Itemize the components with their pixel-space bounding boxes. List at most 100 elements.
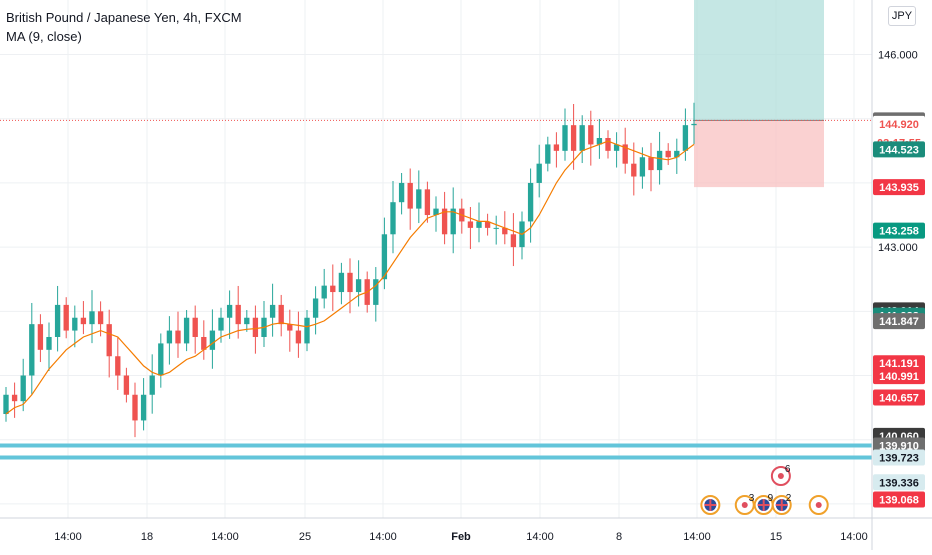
price-label-bg — [873, 179, 925, 196]
event-marker: 3 — [734, 493, 755, 515]
candle-body — [407, 182, 413, 209]
currency-button[interactable]: JPY — [888, 6, 916, 26]
candle-body — [97, 311, 104, 325]
candle-body — [29, 324, 35, 376]
event-marker: 2 — [771, 493, 792, 515]
candle-body — [355, 279, 362, 293]
candle-body — [132, 394, 138, 421]
price-label-bg — [873, 389, 925, 406]
candle-body — [80, 317, 87, 325]
candle-body — [416, 189, 422, 209]
price-label-bg — [873, 222, 925, 239]
price-label: 143.258 — [873, 222, 925, 239]
candle-body — [665, 150, 671, 158]
candle-body — [312, 298, 319, 318]
indicator-label[interactable]: MA (9, close) — [6, 29, 82, 44]
y-tick-label: 143.000 — [878, 242, 918, 254]
candle-body — [295, 330, 302, 344]
x-tick-label: 14:00 — [526, 531, 554, 543]
candle-body — [11, 394, 18, 402]
candles — [3, 102, 697, 438]
x-tick-label: 14:00 — [683, 531, 711, 543]
price-label: 143.935 — [873, 179, 925, 196]
x-tick-label: 18 — [141, 531, 153, 543]
candle-body — [269, 304, 276, 318]
event-dot — [777, 473, 784, 479]
price-label: 144.920 — [873, 115, 925, 132]
candle-body — [3, 394, 9, 415]
price-label-text: 144.523 — [879, 144, 919, 156]
price-label-bg — [873, 355, 925, 372]
event-marker: 9 — [753, 493, 774, 515]
candle-body — [639, 157, 646, 177]
price-label-text: 141.191 — [879, 358, 919, 370]
price-label: 139.336 — [873, 474, 925, 491]
price-label-text: 139.336 — [879, 477, 919, 489]
x-tick-label: 15 — [770, 531, 782, 543]
candle-body — [502, 227, 508, 235]
event-dot — [815, 502, 822, 508]
position-tool[interactable] — [694, 0, 824, 188]
candle-body — [106, 324, 112, 357]
price-label-bg — [873, 141, 925, 158]
ma-line — [5, 140, 695, 415]
price-label-text: 139.910 — [879, 440, 919, 452]
candle-body — [467, 221, 474, 228]
price-label: 139.068 — [873, 491, 925, 508]
candle-body — [54, 304, 61, 337]
price-label: 140.657 — [873, 389, 925, 406]
candle-body — [338, 272, 345, 293]
price-label-bg — [873, 449, 925, 466]
candle-body — [252, 317, 259, 337]
candle-body — [235, 304, 241, 325]
event-count: 6 — [785, 464, 791, 475]
candle-body — [115, 356, 121, 376]
candle-body — [674, 150, 680, 158]
candle-body — [244, 317, 250, 325]
time-axis[interactable]: 14:00 18 14:00 25 14:00 Feb 14:00 8 14:00 15 14:00 — [54, 531, 868, 543]
event-count: 9 — [768, 493, 774, 504]
candle-body — [562, 125, 568, 151]
events-bar[interactable]: 3 9 2 6 — [700, 464, 829, 515]
price-label-bg — [873, 437, 925, 454]
candle-body — [398, 182, 405, 203]
candle-body — [218, 317, 224, 331]
candle-body — [20, 375, 26, 402]
horizontal-lines[interactable] — [0, 119, 872, 460]
price-label-text: 141.847 — [879, 316, 919, 328]
price-label-text: 139.723 — [879, 452, 919, 464]
price-label-bg — [873, 491, 925, 508]
price-label-bg — [873, 313, 925, 330]
x-tick-label: 14:00 — [840, 531, 868, 543]
event-count: 3 — [749, 493, 755, 504]
candle-body — [553, 144, 560, 151]
price-label-text: 144.920 — [879, 119, 919, 131]
candle-body — [304, 317, 310, 344]
x-tick-label: Feb — [451, 531, 471, 543]
event-marker: 6 — [770, 464, 791, 486]
candle-body — [605, 138, 611, 151]
price-label: 141.191 — [873, 355, 925, 372]
candle-body — [347, 272, 353, 293]
price-label-text: 143.935 — [879, 182, 919, 194]
price-label: 141.847 — [873, 313, 925, 330]
candle-body — [209, 330, 216, 350]
price-label-bg — [873, 474, 925, 491]
candle-body — [381, 234, 388, 280]
candle-body — [72, 317, 78, 331]
candle-body — [63, 304, 69, 331]
candle-body — [321, 285, 327, 299]
candle-body — [579, 125, 585, 151]
candle-body — [570, 125, 577, 151]
loss-zone — [694, 120, 824, 188]
symbol-title[interactable]: British Pound / Japanese Yen, 4h, FXCM — [6, 10, 242, 25]
candle-body — [536, 163, 542, 183]
price-label: 144.523 — [873, 141, 925, 158]
price-label: 139.723 — [873, 449, 925, 466]
candle-body — [493, 227, 499, 229]
candle-body — [373, 279, 379, 305]
price-label-text: 139.068 — [879, 495, 919, 507]
